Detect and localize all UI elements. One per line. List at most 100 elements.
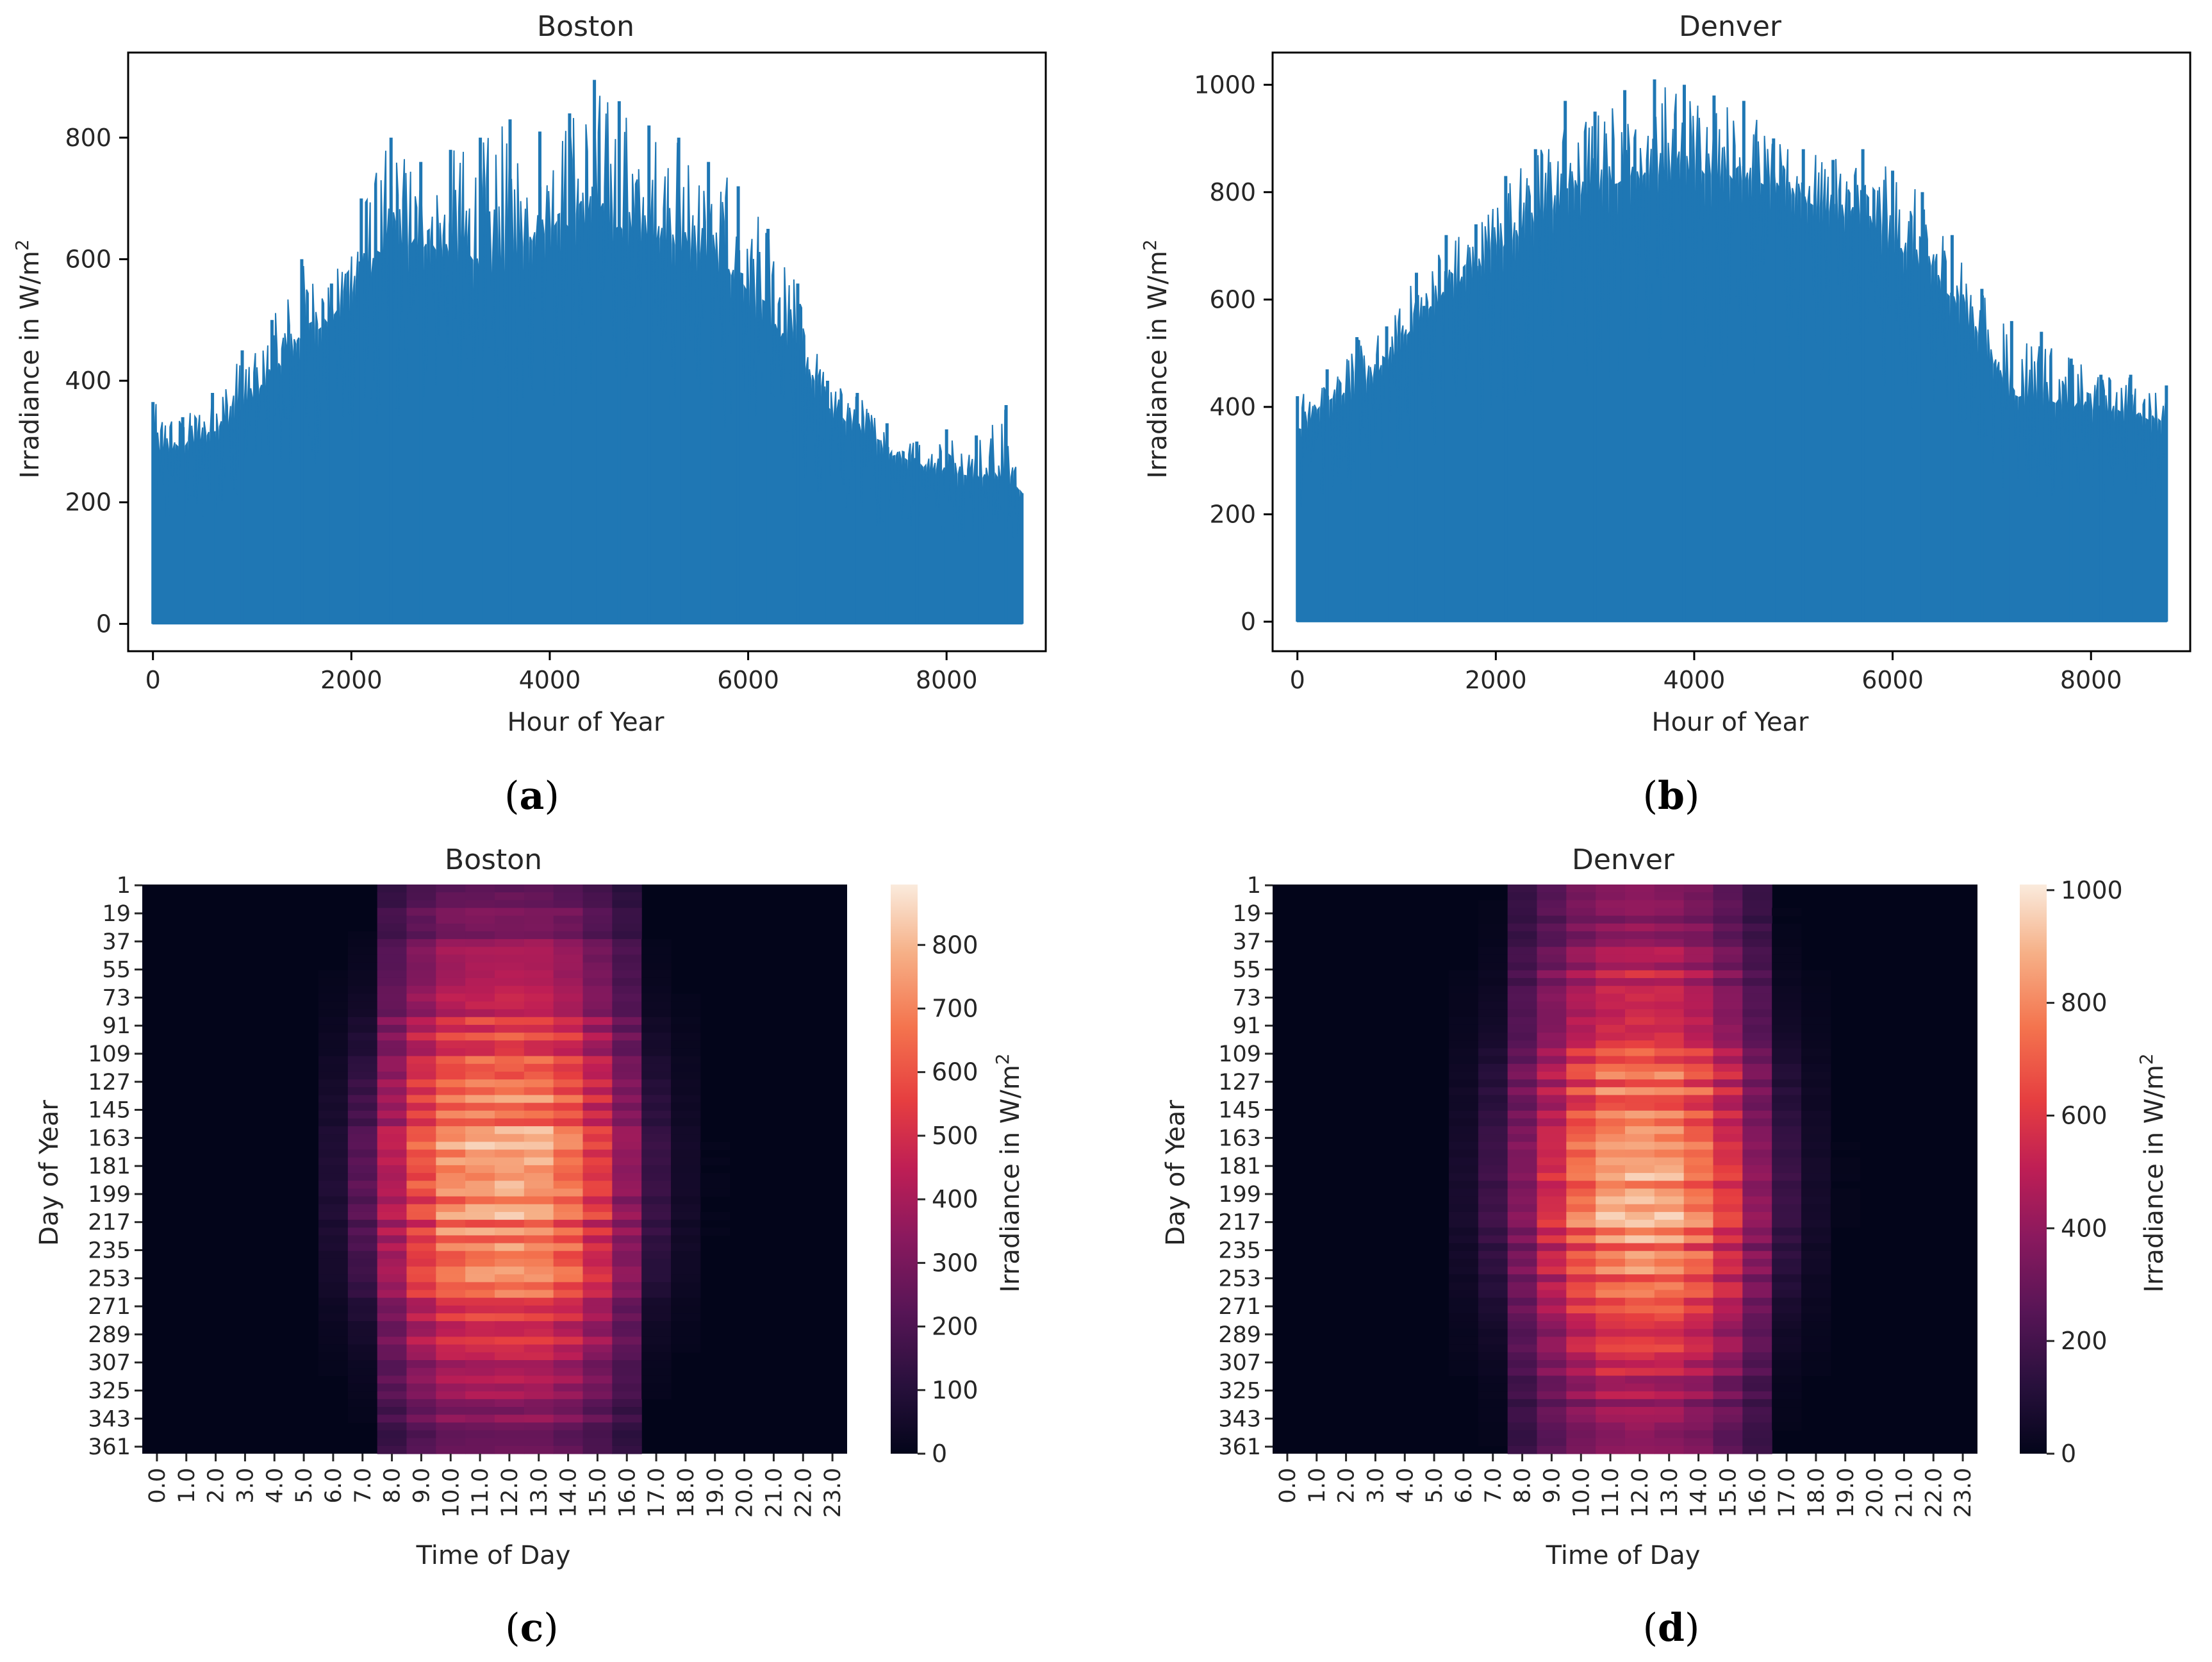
heatmap-cell [347,1033,378,1041]
heatmap-cell [1713,1438,1743,1447]
heatmap-cell [524,954,554,963]
heatmap-cell [1566,1149,1596,1158]
heatmap-cell [641,1282,672,1291]
heatmap-cell [553,1282,584,1291]
heatmap-cell [582,1407,613,1415]
heatmap-cell [641,1009,672,1018]
heatmap-cell [1683,977,1714,986]
heatmap-cell [612,947,642,956]
heatmap-cell [318,1149,349,1158]
heatmap-cell [582,1095,613,1104]
heatmap-cell [1742,1297,1772,1306]
heatmap-cell [612,1344,642,1353]
heatmap-cell [1772,1118,1802,1127]
heatmap-cell [1801,1267,1831,1275]
heatmap-cell [524,970,554,979]
heatmap-cell [436,1181,466,1190]
heatmap-cell [1625,1368,1655,1376]
heatmap-cell [1654,954,1685,963]
heatmap-cell [1566,1274,1596,1283]
heatmap-cell [465,1196,495,1205]
heatmap-cell [1683,1196,1714,1205]
heatmap-cell [1566,1399,1596,1408]
heatmap-cell [347,1329,378,1338]
heatmap-cell [641,977,672,986]
axes-frame [127,51,1047,652]
heatmap-cell [582,1227,613,1236]
heatmap-cell [465,885,495,893]
heatmap-cell [1566,1188,1596,1197]
heatmap-cell [553,1391,584,1400]
y-tick-label: 181 [88,1154,131,1179]
heatmap-cell [406,1399,436,1408]
y-tick-label: 343 [1218,1406,1261,1432]
y-tick-label: 1000 [1194,71,1256,99]
heatmap-cell [1625,1033,1655,1041]
heatmap-cell [1742,1040,1772,1049]
heatmap-cell [318,1360,349,1368]
heatmap-cell [436,939,466,947]
heatmap-cell [1566,1024,1596,1033]
heatmap-cell [377,1305,408,1314]
heatmap-cell [1596,1368,1626,1376]
x-tick-label: 10.0 [1569,1468,1594,1518]
heatmap-cell [1772,1204,1802,1213]
heatmap-cell [1772,1267,1802,1275]
heatmap-cell [1801,1095,1831,1104]
heatmap-cell [612,1001,642,1010]
heatmap-cell [582,900,613,909]
heatmap-cell [1507,1095,1538,1104]
heatmap-cell [1683,1399,1714,1408]
heatmap-cell [524,1344,554,1353]
colorbar-tick-label: 700 [932,994,978,1022]
heatmap-cell [524,1383,554,1392]
heatmap-cell [671,1282,701,1291]
heatmap-cell [671,1220,701,1228]
heatmap-cell [641,1071,672,1080]
heatmap-cell [1654,1056,1685,1065]
heatmap-cell [465,1267,495,1275]
heatmap-cell [1478,1033,1508,1041]
heatmap-cell [465,1251,495,1259]
heatmap-cell [495,1040,525,1049]
heatmap-cell [495,1149,525,1158]
heatmap-cell [406,1181,436,1190]
heatmap-cell [1772,1056,1802,1065]
heatmap-cell [377,954,408,963]
heatmap-cell [1713,1188,1743,1197]
heatmap-cell [1713,1149,1743,1158]
heatmap-cell [1683,1173,1714,1181]
heatmap-cell [436,1267,466,1275]
heatmap-cell [1713,915,1743,924]
heatmap-cell [1683,1165,1714,1174]
heatmap-cell [1772,1188,1802,1197]
y-tick-label: 127 [1218,1070,1261,1095]
heatmap-cell [495,993,525,1002]
heatmap-cell [612,954,642,963]
colorbar-tick-label: 600 [932,1058,978,1086]
heatmap-cell [406,1368,436,1376]
heatmap-cell [1478,1267,1508,1275]
heatmap-cell [671,993,701,1002]
heatmap-cell [347,1009,378,1018]
x-tick-label: 23.0 [1951,1468,1976,1518]
heatmap-cell [641,1290,672,1299]
heatmap-cell [495,915,525,924]
heatmap-cell [641,939,672,947]
heatmap-cell [1566,986,1596,994]
heatmap-cell [1772,908,1802,917]
heatmap-cell [347,1274,378,1283]
heatmap-cell [1537,1445,1567,1454]
y-tick-label: 19 [1232,901,1261,927]
heatmap-cell [406,915,436,924]
x-tick-label: 9.0 [1539,1468,1565,1504]
heatmap-cell [1449,1329,1479,1338]
x-tick-label: 0.0 [145,1468,170,1504]
heatmap-cell [406,1415,436,1423]
heatmap-cell [495,1407,525,1415]
heatmap-cell [406,1321,436,1329]
heatmap-cell [1625,1282,1655,1291]
heatmap-cell [1742,1149,1772,1158]
heatmap-cell [671,1305,701,1314]
heatmap-cell [1742,1204,1772,1213]
